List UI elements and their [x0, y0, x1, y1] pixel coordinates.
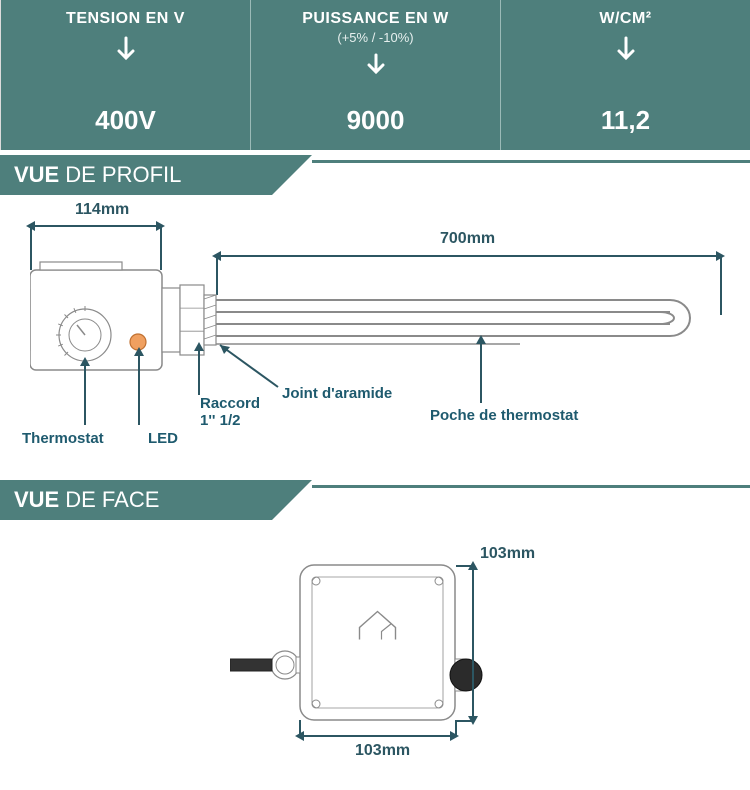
down-arrow-icon: [116, 36, 136, 66]
dim-front-v-label: 103mm: [480, 545, 535, 563]
arrow-raccord-head: [194, 342, 204, 351]
spec-puissance: PUISSANCE EN W (+5% / -10%) 9000: [251, 0, 501, 150]
spec-wcm2: W/CM² 11,2: [501, 0, 750, 150]
label-poche: Poche de thermostat: [430, 407, 578, 424]
arrow-poche-head: [476, 335, 486, 344]
spec-puissance-value: 9000: [347, 105, 405, 136]
dim-front-h-extl: [299, 720, 301, 736]
section-front-prefix: VUE: [14, 487, 59, 513]
arrow-led: [138, 355, 140, 425]
section-front-title: VUE DE FACE: [0, 480, 272, 520]
arrow-led-head: [134, 347, 144, 356]
dim-front-v-extt: [456, 565, 474, 567]
arrow-raccord: [198, 350, 200, 395]
dim-front-h-label: 103mm: [355, 742, 410, 760]
down-arrow-icon: [366, 53, 386, 79]
arrow-thermostat-head: [80, 357, 90, 366]
dim-front-v-line: [472, 568, 474, 718]
spec-puissance-sub: (+5% / -10%): [337, 30, 413, 45]
spec-puissance-title: PUISSANCE EN W: [302, 10, 449, 28]
label-raccord: Raccord 1'' 1/2: [200, 395, 260, 429]
section-profile-underline: [312, 160, 750, 163]
arrow-poche: [480, 343, 482, 403]
down-arrow-icon: [616, 36, 636, 66]
spec-header: TENSION EN V 400V PUISSANCE EN W (+5% / …: [0, 0, 750, 150]
spec-tension-value: 400V: [95, 105, 156, 136]
profile-svg: [30, 245, 725, 405]
section-front-underline: [312, 485, 750, 488]
section-front-rest: DE FACE: [65, 487, 159, 513]
spec-wcm2-title: W/CM²: [599, 10, 651, 28]
spec-tension: TENSION EN V 400V: [1, 0, 251, 150]
spec-wcm2-value: 11,2: [601, 105, 650, 136]
dim-front-h-line: [302, 735, 452, 737]
spec-tension-title: TENSION EN V: [66, 10, 185, 28]
section-profile-title: VUE DE PROFIL: [0, 155, 272, 195]
section-profile-prefix: VUE: [14, 162, 59, 188]
label-led: LED: [148, 430, 178, 447]
dim-box-label: 114mm: [75, 201, 129, 219]
dim-front-v-extb: [456, 720, 474, 722]
label-joint: Joint d'aramide: [282, 385, 392, 402]
section-profile-rest: DE PROFIL: [65, 162, 181, 188]
dim-box-line: [33, 225, 158, 227]
arrow-thermostat: [84, 365, 86, 425]
profile-diagram: 114mm 700mm Thermostat LED Raccord 1'' 1…: [0, 195, 750, 475]
front-svg: [230, 535, 560, 765]
label-thermostat: Thermostat: [22, 430, 104, 447]
dim-front-h-extr: [455, 720, 457, 736]
